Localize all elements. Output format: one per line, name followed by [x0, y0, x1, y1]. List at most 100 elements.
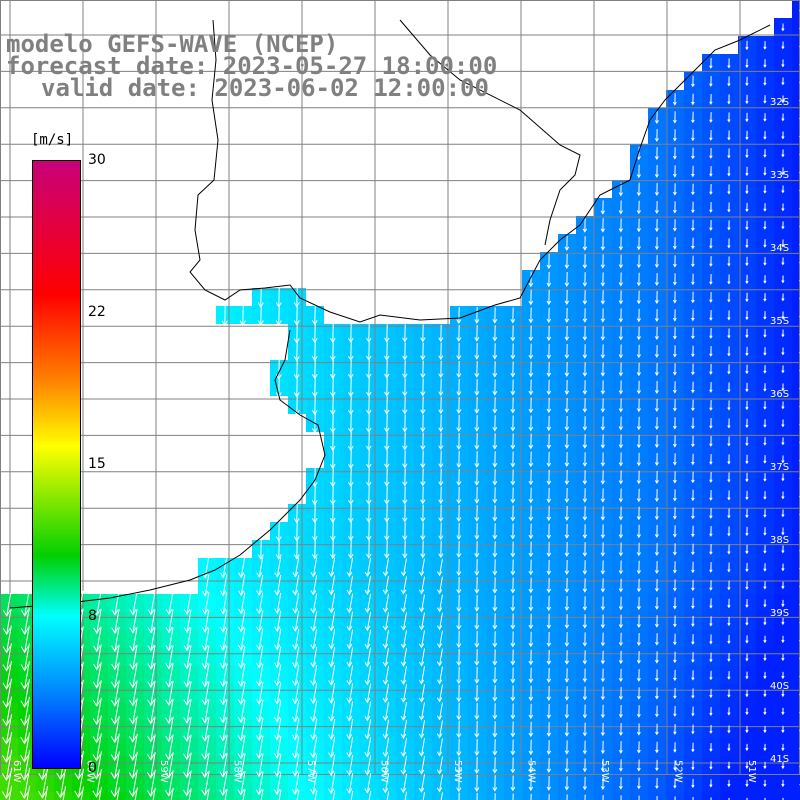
wind-arrow	[528, 775, 534, 792]
wind-arrow	[727, 616, 731, 627]
wind-arrow	[727, 472, 731, 483]
wind-arrow	[745, 635, 749, 644]
wind-arrow	[350, 790, 354, 800]
wind-arrow	[654, 272, 659, 287]
wind-arrow	[201, 627, 210, 652]
wind-arrow	[564, 271, 570, 287]
wind-arrow	[781, 473, 785, 482]
wind-arrow	[201, 699, 210, 724]
wind-arrow	[691, 381, 695, 394]
wind-arrow	[548, 794, 550, 800]
wind-arrow	[618, 290, 623, 305]
wind-arrow	[366, 360, 372, 379]
wind-arrow	[546, 379, 552, 396]
wind-arrow	[510, 775, 516, 792]
wind-arrow	[745, 112, 749, 123]
wind-arrow	[219, 699, 228, 724]
wind-arrow	[709, 562, 713, 573]
wind-arrow	[564, 704, 570, 719]
wind-arrow	[618, 524, 623, 539]
wind-arrow	[364, 593, 372, 614]
wind-arrow	[492, 739, 498, 756]
wind-arrow	[530, 793, 532, 800]
wind-arrow	[655, 705, 659, 718]
wind-arrow	[364, 647, 372, 668]
wind-cell	[684, 792, 702, 800]
wind-arrow	[404, 791, 408, 800]
wind-arrow	[600, 722, 605, 737]
wind-arrow	[654, 308, 659, 323]
longitude-label: 60W	[85, 760, 96, 783]
wind-cell	[216, 792, 234, 800]
wind-cell	[126, 792, 144, 800]
wind-arrow	[384, 450, 390, 469]
coastline	[189, 19, 771, 323]
wind-arrow	[237, 735, 246, 760]
wind-arrow	[636, 705, 641, 718]
wind-cell	[792, 558, 800, 576]
wind-arrow	[492, 541, 498, 558]
wind-arrow	[636, 200, 641, 215]
wind-arrow	[672, 471, 677, 484]
wind-arrow	[456, 540, 462, 559]
wind-arrow	[691, 742, 695, 753]
wind-arrow	[402, 396, 408, 415]
wind-arrow	[528, 757, 534, 774]
wind-arrow	[93, 590, 102, 616]
wind-arrow	[781, 401, 785, 410]
wind-arrow	[727, 292, 731, 303]
wind-arrow	[129, 591, 138, 616]
wind-arrow	[384, 468, 390, 487]
wind-arrow	[92, 733, 102, 762]
wind-arrow	[745, 184, 749, 195]
wind-arrow	[709, 454, 713, 465]
wind-arrow	[618, 398, 623, 413]
wind-arrow	[237, 699, 246, 724]
wind-arrow	[600, 506, 606, 521]
wind-arrow	[546, 631, 552, 648]
wind-arrow	[128, 716, 138, 743]
wind-arrow	[564, 523, 570, 539]
wind-arrow	[781, 545, 785, 554]
wind-arrow	[691, 616, 695, 627]
wind-arrow	[165, 716, 174, 743]
wind-arrow	[654, 434, 659, 449]
wind-arrow	[672, 237, 677, 250]
wind-arrow	[382, 755, 390, 776]
wind-arrow	[546, 704, 552, 719]
wind-arrow	[582, 704, 587, 719]
wind-arrow	[422, 792, 426, 800]
wind-arrow	[129, 644, 138, 671]
wind-arrow	[310, 700, 318, 723]
wind-arrow	[436, 702, 443, 721]
wind-arrow	[456, 324, 462, 343]
wind-arrow	[600, 344, 606, 359]
wind-arrow	[636, 452, 641, 467]
wind-arrow	[273, 753, 282, 777]
wind-arrow	[763, 563, 767, 572]
wind-cell	[666, 792, 684, 800]
wind-arrow	[546, 776, 552, 791]
wind-cell	[792, 396, 800, 414]
wind-arrow	[111, 644, 120, 671]
wind-arrow	[92, 697, 102, 726]
wind-arrow	[672, 399, 677, 412]
wind-arrow	[346, 647, 354, 668]
lat-lon-grid	[0, 0, 800, 775]
wind-arrow	[275, 539, 282, 560]
wind-arrow	[654, 669, 659, 682]
wind-arrow	[672, 183, 677, 196]
wind-arrow	[492, 433, 498, 450]
wind-arrow	[26, 785, 31, 800]
wind-arrow	[763, 41, 767, 50]
wind-arrow	[618, 650, 623, 665]
wind-arrow	[672, 129, 677, 142]
wind-cell	[792, 180, 800, 198]
wind-cell	[792, 792, 800, 800]
wind-arrow	[292, 593, 300, 614]
longitude-label: 56W	[379, 760, 390, 783]
wind-arrow	[745, 76, 749, 87]
wind-arrow	[546, 740, 552, 755]
wind-arrow	[510, 685, 516, 702]
wind-arrow	[600, 272, 606, 287]
